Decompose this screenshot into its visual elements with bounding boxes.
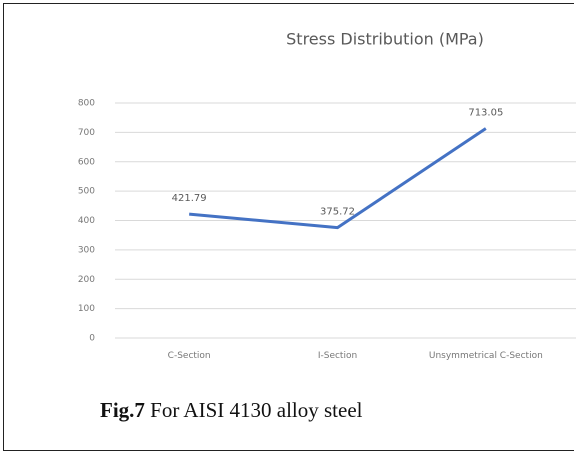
y-tick-label: 200 [78, 275, 95, 285]
y-tick-label: 500 [78, 187, 95, 197]
x-tick-label: I-Section [317, 351, 358, 361]
data-label: 375.72 [320, 207, 355, 218]
y-tick-label: 800 [78, 99, 95, 109]
frame [3, 3, 574, 451]
chart-title: Stress Distribution (MPa) [286, 30, 484, 49]
data-label: 713.05 [468, 108, 503, 119]
y-tick-label: 700 [78, 128, 95, 138]
y-tick-label: 400 [78, 216, 95, 226]
caption: Fig.7 For AISI 4130 alloy steel [100, 398, 363, 423]
x-tick-label: Unsymmetrical C-Section [428, 351, 543, 361]
y-tick-label: 600 [78, 157, 95, 167]
y-tick-label: 300 [78, 245, 95, 255]
caption-text: For AISI 4130 alloy steel [150, 398, 363, 422]
line [189, 127, 487, 230]
caption-label: Fig.7 [100, 398, 145, 422]
y-tick-label: 0 [89, 334, 95, 344]
x-tick-label: C-Section [167, 351, 211, 361]
data-label: 421.79 [172, 193, 207, 204]
y-tick-label: 100 [78, 304, 95, 314]
